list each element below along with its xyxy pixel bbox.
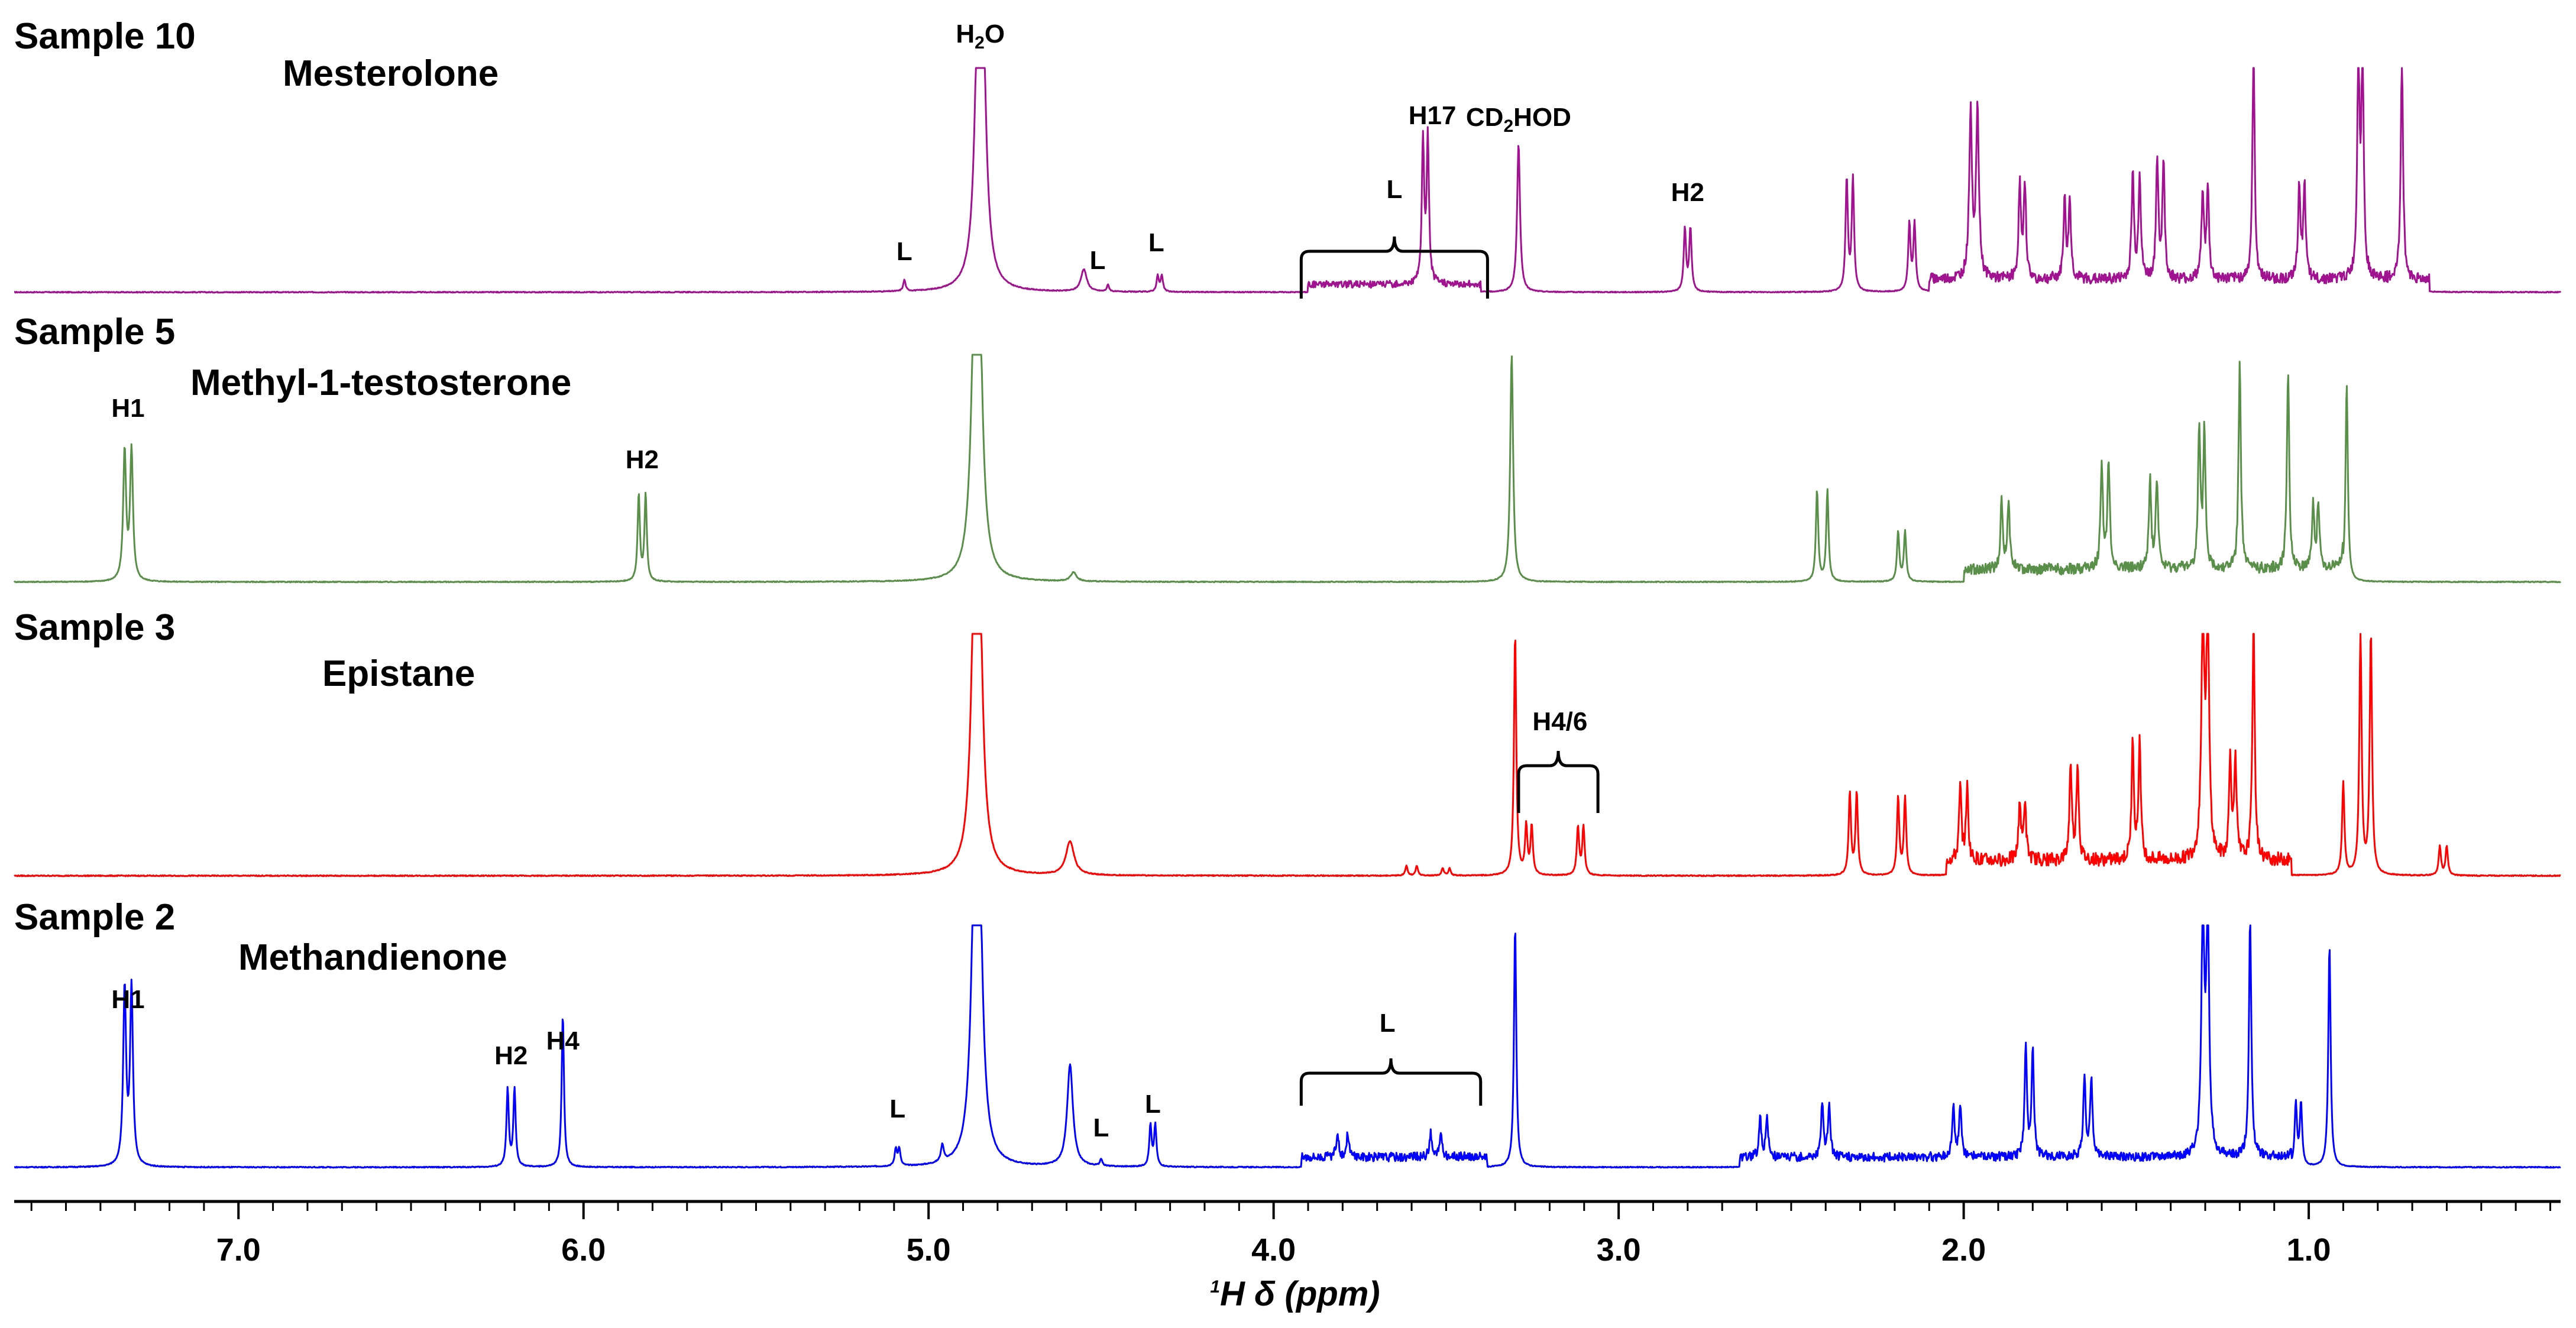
x-tick-label: 4.0	[1251, 1232, 1296, 1268]
x-axis-major-ticks: 7.0 6.0 5.0 4.0 3.0 2.0 1.0	[216, 1201, 2331, 1268]
compound-name: Methandienone	[238, 937, 507, 978]
compound-name: Epistane	[322, 653, 475, 694]
annotation-bracket	[1517, 750, 1600, 813]
panel-sample-5: Sample 5 Methyl-1-testosterone H1 H2	[13, 312, 2562, 584]
spectrum-trace	[13, 354, 2562, 584]
annotation-label: H17	[1409, 101, 1457, 130]
x-tick-label: 3.0	[1597, 1232, 1641, 1268]
panel-title: Sample 5	[14, 312, 175, 352]
panel-sample-10: Sample 10 Mesterolone H2O L L L L H17 CD…	[14, 16, 2562, 299]
annotation-label: L	[1093, 1113, 1109, 1142]
annotation-label: L	[1148, 228, 1164, 257]
panel-title: Sample 2	[14, 897, 175, 938]
annotation-label: H4	[546, 1026, 580, 1055]
compound-name: Mesterolone	[283, 53, 499, 94]
annotation-label: H2	[626, 445, 659, 474]
panel-title: Sample 3	[14, 607, 175, 648]
annotation-label: H4/6	[1532, 707, 1587, 736]
annotation-label: L	[1380, 1009, 1396, 1038]
x-axis-title: 1H δ (ppm)	[1210, 1275, 1380, 1313]
x-axis-minor-ticks	[30, 1201, 2551, 1211]
panel-title: Sample 10	[14, 16, 196, 57]
annotation-label: L	[897, 237, 912, 266]
x-tick-label: 5.0	[907, 1232, 951, 1268]
spectrum-trace	[14, 67, 2562, 294]
annotation-label: L	[1386, 175, 1402, 204]
x-tick-label: 1.0	[2287, 1232, 2331, 1268]
x-axis: 7.0 6.0 5.0 4.0 3.0 2.0 1.0 1H δ (ppm)	[14, 1200, 2561, 1313]
x-tick-label: 2.0	[1941, 1232, 1986, 1268]
panel-sample-2: Sample 2 Methandienone H1 H2 H4 L L L L	[14, 897, 2561, 1169]
x-tick-label: 7.0	[216, 1232, 261, 1268]
panel-sample-3: Sample 3 Epistane H4/6	[14, 607, 2561, 877]
annotation-label: L	[889, 1094, 905, 1123]
annotation-label: H2	[494, 1041, 528, 1070]
annotation-label: H1	[111, 985, 144, 1014]
compound-name: Methyl-1-testosterone	[190, 362, 571, 403]
annotation-label: H1	[111, 394, 144, 423]
annotation-bracket	[1299, 1058, 1483, 1106]
annotation-label: L	[1090, 246, 1106, 275]
annotation-label: H2	[1671, 178, 1704, 207]
x-tick-label: 6.0	[561, 1232, 606, 1268]
annotation-bracket	[1299, 236, 1489, 299]
annotation-label: L	[1145, 1090, 1161, 1119]
annotation-label: CD2HOD	[1466, 103, 1571, 136]
annotation-label: H2O	[956, 20, 1005, 53]
spectrum-trace	[14, 633, 2561, 877]
spectrum-trace	[14, 924, 2561, 1169]
